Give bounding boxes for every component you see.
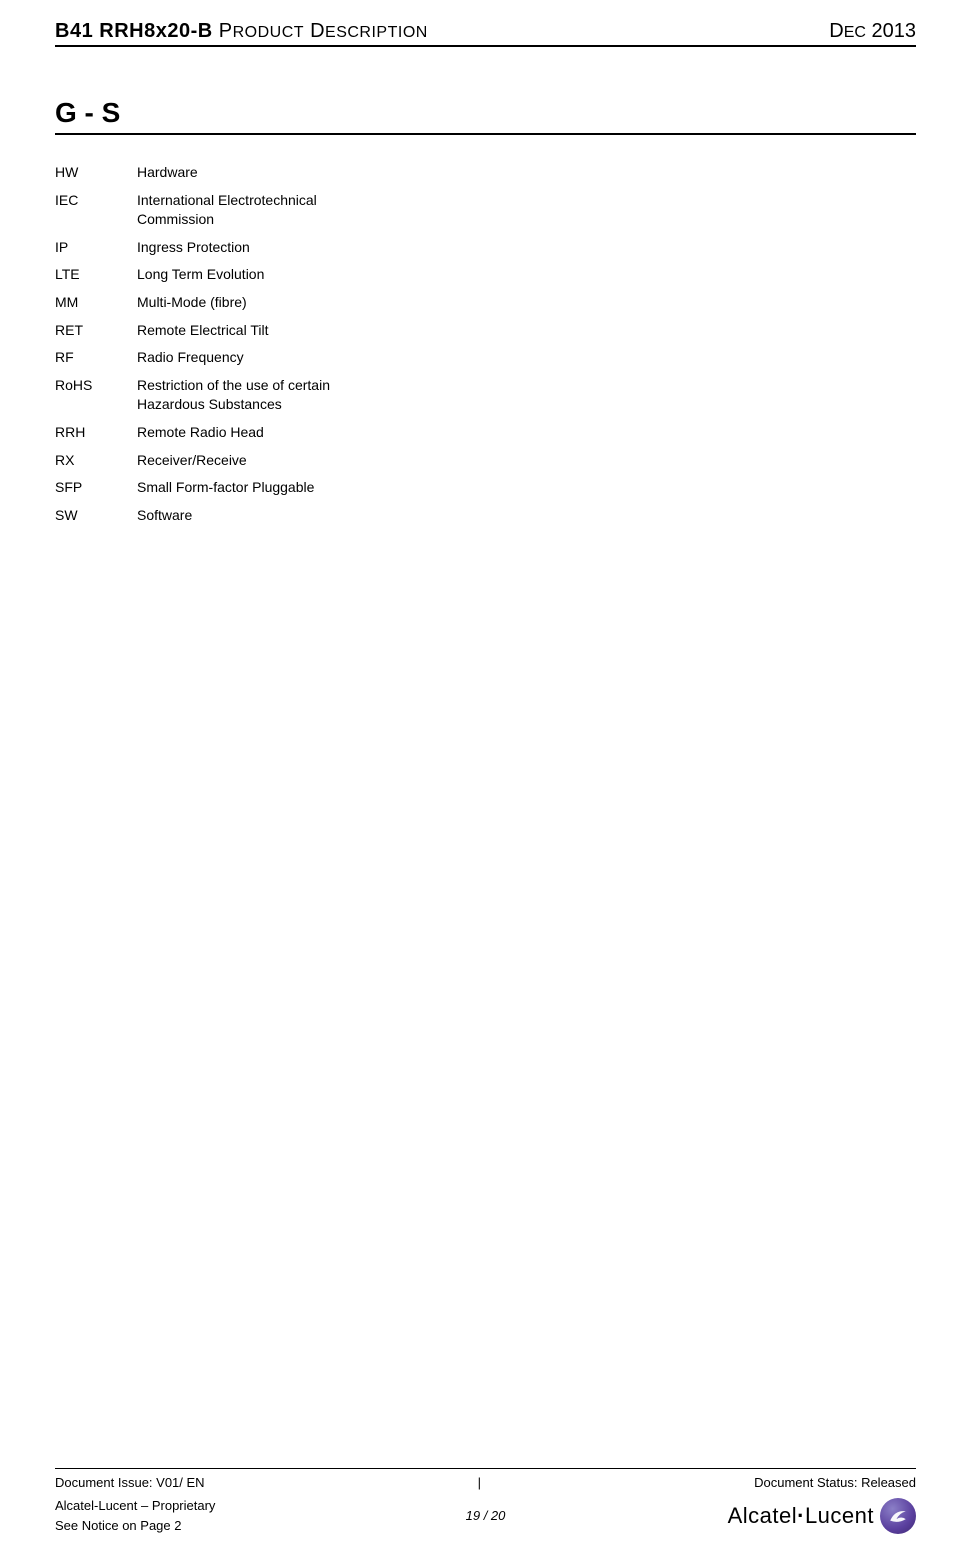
glossary-row: SWSoftware bbox=[55, 502, 397, 530]
glossary-def: Radio Frequency bbox=[137, 344, 397, 372]
glossary-def: Restriction of the use of certain Hazard… bbox=[137, 372, 397, 419]
document-footer: Document Issue: V01/ EN | Document Statu… bbox=[55, 1468, 916, 1535]
footer-separator: | bbox=[478, 1475, 481, 1490]
glossary-def: Ingress Protection bbox=[137, 234, 397, 262]
logo-text: Alcatel·Lucent bbox=[728, 1503, 874, 1529]
glossary-def: Software bbox=[137, 502, 397, 530]
proprietary-notice: Alcatel-Lucent – Proprietary See Notice … bbox=[55, 1496, 215, 1535]
glossary-abbr: IEC bbox=[55, 187, 137, 234]
glossary-row: RETRemote Electrical Tilt bbox=[55, 317, 397, 345]
glossary-row: RoHSRestriction of the use of certain Ha… bbox=[55, 372, 397, 419]
glossary-row: IECInternational Electrotechnical Commis… bbox=[55, 187, 397, 234]
glossary-def: International Electrotechnical Commissio… bbox=[137, 187, 397, 234]
glossary-def: Long Term Evolution bbox=[137, 261, 397, 289]
glossary-abbr: MM bbox=[55, 289, 137, 317]
glossary-def: Remote Radio Head bbox=[137, 419, 397, 447]
glossary-row: LTELong Term Evolution bbox=[55, 261, 397, 289]
glossary-abbr: RRH bbox=[55, 419, 137, 447]
glossary-row: MMMulti-Mode (fibre) bbox=[55, 289, 397, 317]
glossary-row: SFPSmall Form-factor Pluggable bbox=[55, 474, 397, 502]
glossary-def: Receiver/Receive bbox=[137, 447, 397, 475]
document-status: Document Status: Released bbox=[754, 1475, 916, 1490]
glossary-body: HWHardware IECInternational Electrotechn… bbox=[55, 159, 397, 529]
glossary-abbr: SFP bbox=[55, 474, 137, 502]
glossary-def: Hardware bbox=[137, 159, 397, 187]
glossary-abbr: RET bbox=[55, 317, 137, 345]
glossary-def: Remote Electrical Tilt bbox=[137, 317, 397, 345]
glossary-row: HWHardware bbox=[55, 159, 397, 187]
glossary-row: RXReceiver/Receive bbox=[55, 447, 397, 475]
footer-top-row: Document Issue: V01/ EN | Document Statu… bbox=[55, 1475, 916, 1490]
logo-swoosh-icon bbox=[884, 1502, 912, 1530]
glossary-abbr: RF bbox=[55, 344, 137, 372]
page-number: 19 / 20 bbox=[466, 1508, 506, 1523]
glossary-table: HWHardware IECInternational Electrotechn… bbox=[55, 159, 397, 529]
glossary-abbr: RX bbox=[55, 447, 137, 475]
proprietary-line1: Alcatel-Lucent – Proprietary bbox=[55, 1496, 215, 1516]
company-logo: Alcatel·Lucent bbox=[728, 1498, 916, 1534]
glossary-abbr: IP bbox=[55, 234, 137, 262]
header-title: B41 RRH8x20-B PRODUCT DESCRIPTION bbox=[55, 20, 428, 43]
footer-divider bbox=[55, 1468, 916, 1469]
footer-bottom-row: Alcatel-Lucent – Proprietary See Notice … bbox=[55, 1496, 916, 1535]
title-word1: PRODUCT bbox=[219, 20, 304, 42]
glossary-row: RRHRemote Radio Head bbox=[55, 419, 397, 447]
glossary-abbr: HW bbox=[55, 159, 137, 187]
glossary-abbr: SW bbox=[55, 502, 137, 530]
logo-circle-icon bbox=[880, 1498, 916, 1534]
proprietary-line2: See Notice on Page 2 bbox=[55, 1516, 215, 1536]
document-issue: Document Issue: V01/ EN bbox=[55, 1475, 205, 1490]
glossary-row: IPIngress Protection bbox=[55, 234, 397, 262]
document-header: B41 RRH8x20-B PRODUCT DESCRIPTION DEC 20… bbox=[55, 20, 916, 47]
product-model: B41 RRH8x20-B bbox=[55, 20, 213, 42]
glossary-def: Multi-Mode (fibre) bbox=[137, 289, 397, 317]
glossary-def: Small Form-factor Pluggable bbox=[137, 474, 397, 502]
glossary-abbr: RoHS bbox=[55, 372, 137, 419]
title-word2: DESCRIPTION bbox=[310, 20, 428, 42]
header-date: DEC 2013 bbox=[829, 20, 916, 43]
section-heading: G - S bbox=[55, 97, 916, 135]
glossary-abbr: LTE bbox=[55, 261, 137, 289]
glossary-row: RFRadio Frequency bbox=[55, 344, 397, 372]
